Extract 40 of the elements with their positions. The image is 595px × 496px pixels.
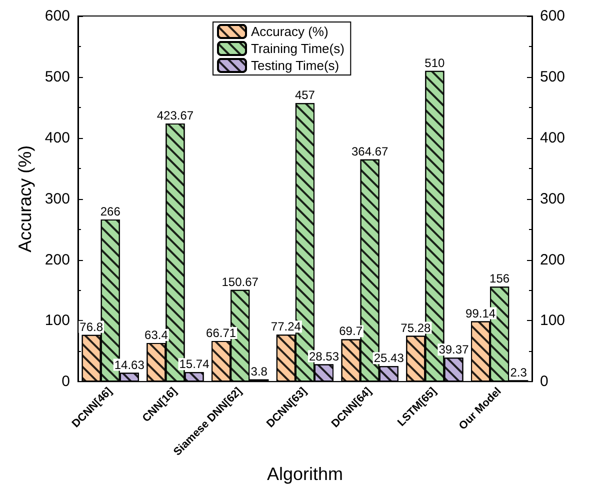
data-label: 423.67: [156, 108, 194, 122]
data-label: 3.8: [250, 364, 268, 378]
y2-tick-label: 500: [540, 68, 566, 86]
data-label: 14.63: [114, 358, 145, 372]
data-label: 99.14: [466, 306, 496, 320]
data-label: 75.28: [400, 320, 432, 335]
data-label: 25.43: [374, 351, 404, 366]
data-label: 69.7: [339, 324, 363, 338]
data-label: 63.4: [144, 328, 168, 342]
y2-tick-label: 400: [540, 129, 566, 146]
data-label: 510: [424, 56, 446, 70]
data-label: 150.67: [222, 274, 259, 289]
y2-tick-label: 0: [540, 373, 548, 390]
y2-tick-label: 200: [540, 251, 566, 268]
y2-tick-label: 300: [540, 190, 566, 208]
y-tick-label: 300: [44, 190, 70, 208]
data-label: 364.67: [351, 144, 389, 158]
y-tick-label: 0: [62, 373, 70, 390]
data-label: 266: [100, 204, 121, 219]
data-label: 77.24: [270, 320, 302, 334]
y-tick-label: 200: [44, 251, 70, 268]
x-axis-title: Algorithm: [266, 464, 343, 484]
legend-label: Testing Time(s): [251, 58, 340, 73]
y2-tick-label: 600: [540, 8, 566, 24]
data-label: 457: [294, 88, 316, 102]
legend-label: Accuracy (%): [251, 24, 328, 39]
y-axis-title: Accuracy (%): [15, 145, 35, 252]
data-label: 2.3: [510, 365, 528, 380]
y-tick-label: 400: [44, 129, 70, 146]
legend-label: Training Time(s): [251, 41, 344, 56]
data-label: 76.8: [80, 320, 104, 334]
data-label: 15.74: [179, 357, 210, 372]
y-tick-label: 100: [44, 312, 70, 330]
data-label: 156: [490, 272, 510, 286]
y-tick-label: 600: [44, 8, 70, 24]
data-label: 66.71: [206, 326, 236, 340]
y2-tick-label: 100: [540, 312, 566, 330]
data-label: 39.37: [438, 342, 470, 357]
data-label: 28.53: [308, 349, 340, 364]
y-tick-label: 500: [44, 68, 70, 86]
